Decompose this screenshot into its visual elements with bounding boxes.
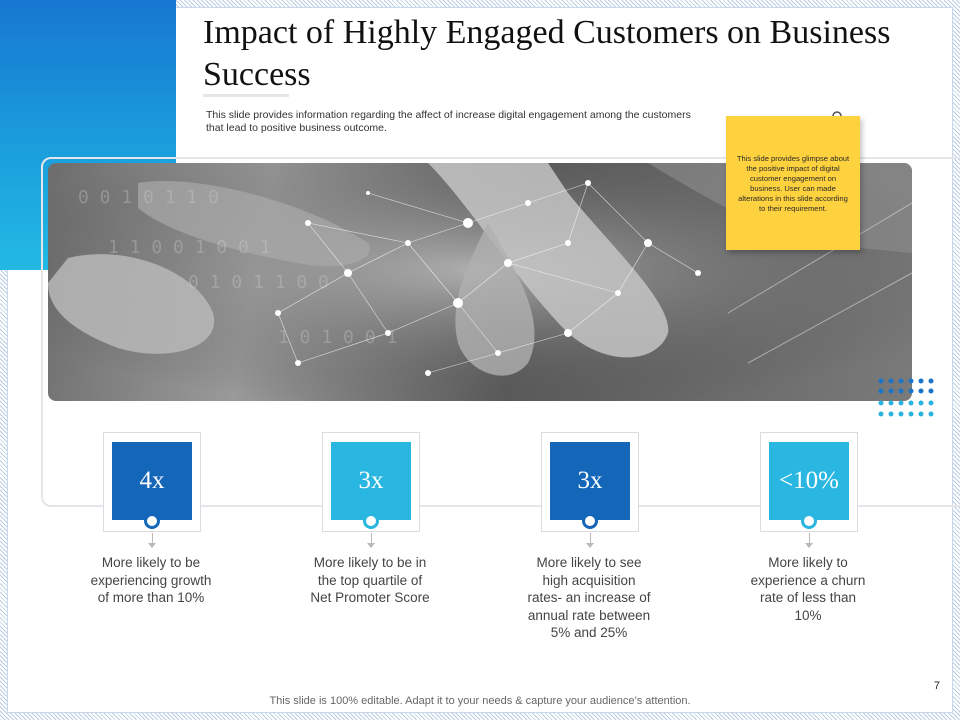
stat-value: 3x: [550, 442, 630, 520]
title-underline: [203, 94, 289, 97]
stat-knob-icon: [582, 513, 598, 529]
slide-border-line: [7, 7, 953, 713]
page-title: Impact of Highly Engaged Customers on Bu…: [203, 14, 891, 93]
slide-subtitle: This slide provides information regardin…: [206, 109, 691, 134]
stat-description: More likely to see high acquisition rate…: [527, 555, 651, 640]
stat-knob-icon: [363, 513, 379, 529]
arrow-down-icon: [586, 543, 594, 548]
stat-description: More likely to experience a churn rate o…: [750, 555, 866, 623]
stat-card-1: 4x: [103, 432, 201, 532]
connector-line: [371, 533, 372, 547]
arrow-down-icon: [367, 543, 375, 548]
stat-value: 4x: [112, 442, 192, 520]
connector-line: [152, 533, 153, 547]
sticky-note: This slide provides glimpse about the po…: [726, 116, 860, 250]
stat-description: More likely to be experiencing growth of…: [90, 555, 212, 605]
stat-knob-icon: [801, 513, 817, 529]
arrow-down-icon: [148, 543, 156, 548]
stat-value: <10%: [769, 442, 849, 520]
svg-text:1 1 0 0 1 0 0 1: 1 1 0 0 1 0 0 1: [108, 237, 271, 258]
stat-knob-icon: [144, 513, 160, 529]
stat-card-3: 3x: [541, 432, 639, 532]
page-number: 7: [933, 680, 940, 692]
stat-description: More likely to be in the top quartile of…: [310, 555, 430, 605]
stat-card-4: <10%: [760, 432, 858, 532]
svg-text:1 0 1 0 0 1: 1 0 1 0 0 1: [278, 327, 397, 348]
arrow-down-icon: [805, 543, 813, 548]
dot-grid-decoration-icon: [878, 378, 934, 417]
footer-note: This slide is 100% editable. Adapt it to…: [269, 695, 691, 707]
svg-text:0 0 1 0 1 1 0: 0 0 1 0 1 1 0: [78, 187, 219, 208]
stat-value: 3x: [331, 442, 411, 520]
stat-card-2: 3x: [322, 432, 420, 532]
svg-text:0 1 0 1 1 0 0: 0 1 0 1 1 0 0: [188, 272, 329, 293]
content-outline-box: [41, 157, 960, 507]
connector-line: [809, 533, 810, 547]
connector-line: [590, 533, 591, 547]
